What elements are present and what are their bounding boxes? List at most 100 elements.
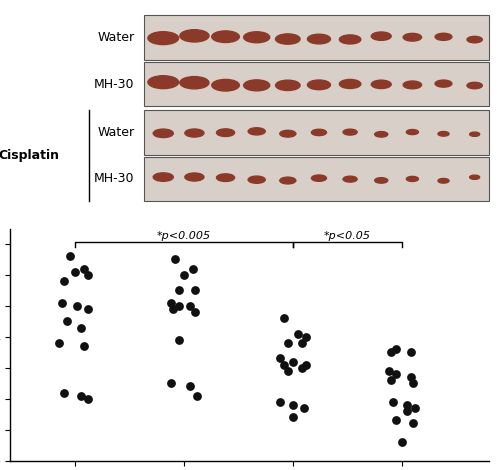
Point [409,420,417,427]
Text: *p<0.005: *p<0.005 [157,231,211,241]
Point [191,287,199,294]
Circle shape [438,132,449,136]
Circle shape [435,80,452,87]
Point [73,302,81,310]
Point [289,358,297,365]
Point [294,330,302,337]
Point [302,361,310,368]
Circle shape [371,32,391,40]
Point [302,333,310,341]
Point [175,302,183,310]
Circle shape [280,177,296,184]
Circle shape [470,132,480,136]
Circle shape [244,80,270,91]
Point [298,364,306,372]
Point [167,299,175,306]
Circle shape [275,34,300,44]
Circle shape [153,173,173,181]
Circle shape [217,129,235,136]
FancyBboxPatch shape [144,157,489,201]
Circle shape [311,129,326,136]
Circle shape [180,30,209,42]
Text: MH-30: MH-30 [94,172,135,185]
Circle shape [148,31,179,45]
Point [186,302,194,310]
Circle shape [375,132,388,137]
FancyBboxPatch shape [144,16,489,60]
Point [193,392,201,399]
Circle shape [435,33,452,40]
Point [175,336,183,344]
Point [407,373,415,381]
Text: Water: Water [97,31,135,44]
Circle shape [343,129,357,135]
Circle shape [212,79,240,91]
Circle shape [185,129,204,137]
Circle shape [438,179,449,183]
Circle shape [307,80,330,90]
Point [409,379,417,387]
Circle shape [406,130,418,134]
Point [55,339,63,347]
Circle shape [307,34,330,44]
Point [80,342,88,350]
Point [393,370,401,378]
Point [175,287,183,294]
Circle shape [403,81,422,89]
Circle shape [311,175,326,181]
Point [398,439,406,446]
Point [298,339,306,347]
Point [387,376,395,384]
Point [283,339,291,347]
Point [71,268,79,275]
Text: Water: Water [97,126,135,139]
Point [180,271,188,279]
Circle shape [339,79,361,88]
FancyBboxPatch shape [144,62,489,106]
Circle shape [153,129,173,138]
Circle shape [148,76,179,89]
Point [385,367,393,375]
Circle shape [212,31,240,42]
Point [172,256,180,263]
Circle shape [248,128,265,135]
Circle shape [403,33,422,41]
Point [283,367,291,375]
Point [276,355,284,362]
Point [84,395,92,402]
Point [191,308,199,316]
Point [393,345,401,353]
Point [280,314,288,322]
Text: Cisplatin: Cisplatin [0,149,60,162]
Point [60,277,68,285]
Point [189,265,197,273]
Circle shape [343,176,357,182]
Point [80,265,88,273]
Text: MH-30: MH-30 [94,78,135,91]
Circle shape [467,82,483,89]
Point [77,324,85,331]
Point [84,271,92,279]
Point [300,404,308,412]
Circle shape [185,173,204,181]
Point [403,407,411,415]
Point [387,349,395,356]
Point [77,392,85,399]
Point [280,361,288,368]
Circle shape [275,80,300,91]
Point [60,389,68,396]
Point [84,305,92,313]
Point [62,318,70,325]
Point [186,383,194,390]
Circle shape [280,130,296,137]
Point [389,398,397,406]
Circle shape [406,176,418,181]
Circle shape [371,80,391,88]
Point [407,349,415,356]
Circle shape [248,176,265,183]
Text: *p<0.05: *p<0.05 [324,231,371,241]
Point [66,253,74,260]
Circle shape [375,178,388,183]
Point [289,414,297,421]
Point [403,401,411,409]
